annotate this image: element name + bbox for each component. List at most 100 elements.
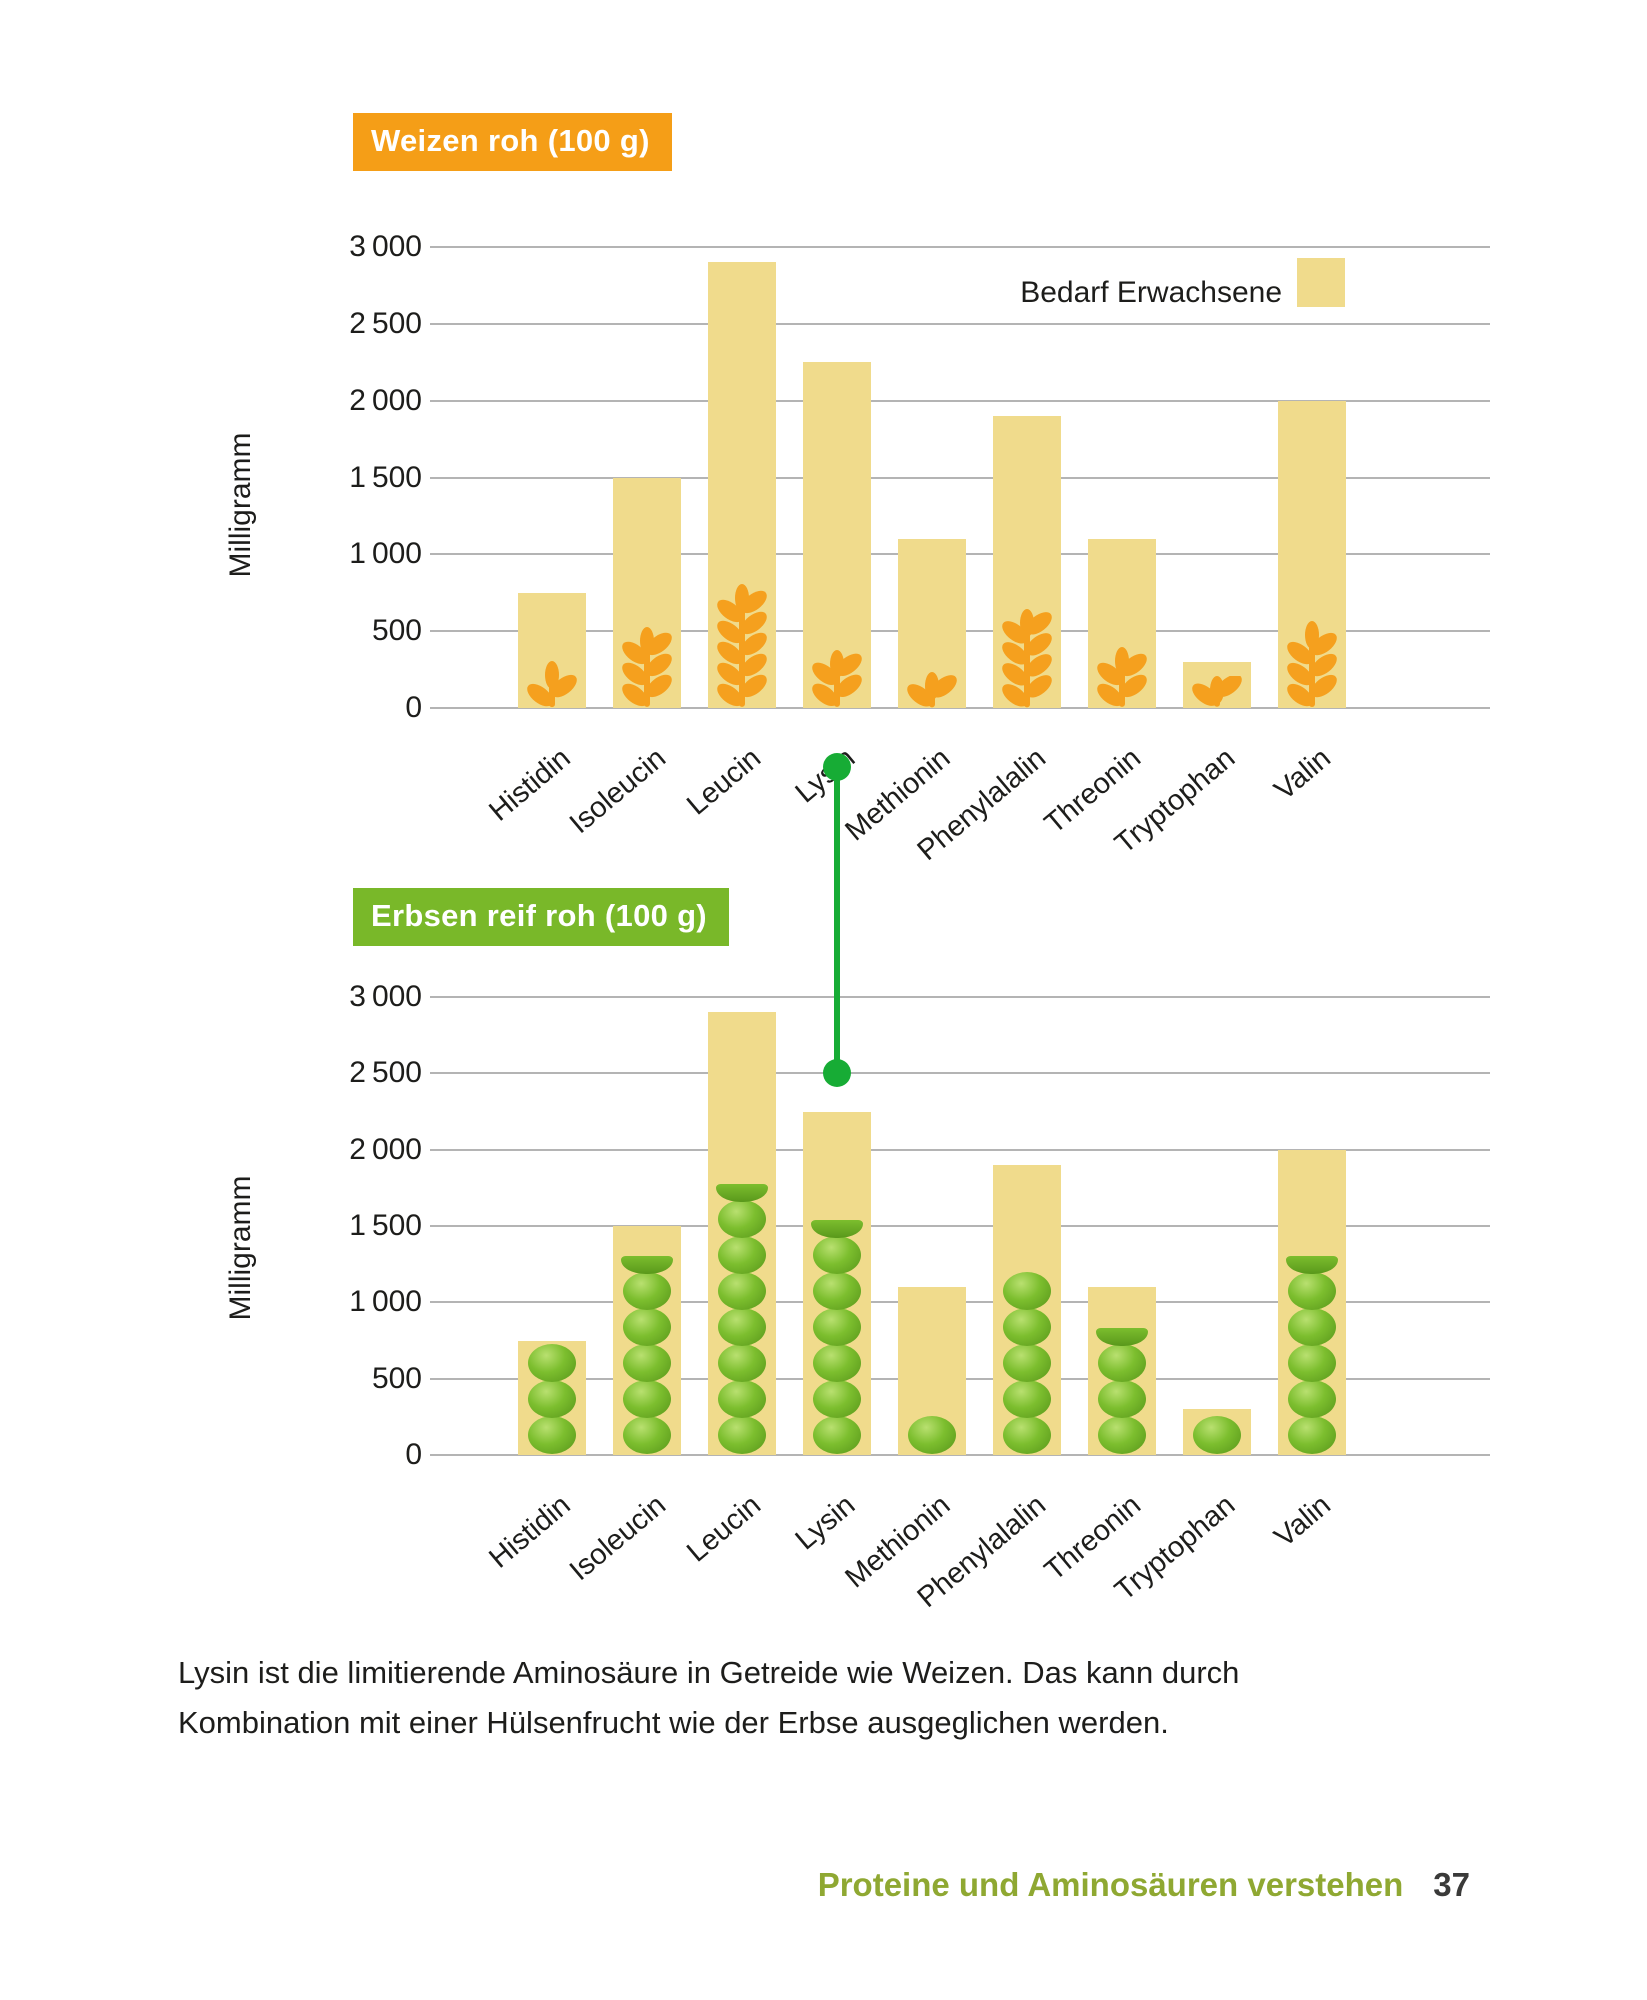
x-label-tryptophan: Tryptophan [1109, 1489, 1242, 1608]
pea [813, 1380, 861, 1418]
bar-methionin [898, 1287, 966, 1455]
wheat-ear-valin [1274, 620, 1350, 713]
pea [528, 1380, 576, 1418]
y-tick-1000: 1 000 [349, 1285, 422, 1319]
pea [718, 1236, 766, 1274]
bar-tryptophan [1183, 1409, 1251, 1455]
pea [623, 1344, 671, 1382]
bar-isoleucin [613, 477, 681, 708]
pea [623, 1308, 671, 1346]
pea [1098, 1344, 1146, 1382]
y-tick-0: 0 [405, 1438, 422, 1471]
pea [1193, 1416, 1241, 1454]
gridline-1500 [430, 476, 1490, 479]
gridline-0 [430, 707, 1490, 709]
pea [718, 1344, 766, 1382]
pea [1098, 1380, 1146, 1418]
x-label-methionin: Methionin [839, 1489, 957, 1595]
y-tick-2000: 2 000 [349, 383, 422, 417]
pea [1288, 1380, 1336, 1418]
pea [528, 1416, 576, 1454]
pea [1288, 1344, 1336, 1382]
bar-leucin [708, 1012, 776, 1455]
gridline-2500 [430, 1072, 1490, 1075]
gridline-3000 [430, 246, 1490, 248]
gridline-0 [430, 1454, 1490, 1456]
pea-half [811, 1220, 863, 1238]
bar-phenylalalin [993, 1164, 1061, 1455]
pea [813, 1236, 861, 1274]
x-label-histidin: Histidin [483, 1489, 577, 1575]
footer-page-number: 37 [1433, 1866, 1470, 1903]
caption: Lysin ist die limitierende Aminosäure in… [178, 1648, 1239, 1748]
x-label-leucin: Leucin [680, 1489, 767, 1569]
pea [813, 1344, 861, 1382]
pea [623, 1272, 671, 1310]
peas-chart-title: Erbsen reif roh (100 g) [353, 888, 729, 946]
x-label-histidin: Histidin [483, 742, 577, 828]
pea [1003, 1308, 1051, 1346]
pea [623, 1416, 671, 1454]
y-tick-1000: 1 000 [349, 537, 422, 571]
legend-swatch [1297, 258, 1345, 307]
pea [1003, 1344, 1051, 1382]
lysin-connector-line [834, 767, 840, 1074]
lysin-connector-dot-top [823, 753, 851, 781]
caption-line-2: Kombination mit einer Hülsenfrucht wie d… [178, 1705, 1169, 1740]
gridline-1000 [430, 553, 1490, 556]
x-label-phenylalalin: Phenylalalin [911, 742, 1052, 868]
pea [718, 1272, 766, 1310]
gridline-3000 [430, 996, 1490, 998]
y-tick-0: 0 [405, 691, 422, 724]
y-tick-500: 500 [371, 1361, 422, 1395]
pea [1288, 1272, 1336, 1310]
pea [813, 1308, 861, 1346]
pea [1003, 1416, 1051, 1454]
pea [1003, 1272, 1051, 1310]
y-tick-1500: 1 500 [349, 1209, 422, 1242]
x-label-isoleucin: Isoleucin [563, 1489, 672, 1588]
wheat-y-axis-label: Milligramm [224, 432, 257, 578]
x-label-threonin: Threonin [1038, 1489, 1147, 1588]
gridline-2000 [430, 1148, 1490, 1151]
bar-isoleucin [613, 1226, 681, 1455]
gridline-2500 [430, 322, 1490, 325]
wheat-ear-histidin [514, 660, 590, 713]
x-label-valin: Valin [1268, 742, 1337, 807]
bar-threonin [1088, 1287, 1156, 1455]
pea [718, 1308, 766, 1346]
pea [718, 1416, 766, 1454]
pea [528, 1344, 576, 1382]
pea [813, 1272, 861, 1310]
gridline-2000 [430, 399, 1490, 402]
y-tick-500: 500 [371, 614, 422, 648]
bar-lysin [803, 362, 871, 708]
x-label-threonin: Threonin [1038, 742, 1147, 841]
wheat-ear-leucin [704, 584, 780, 712]
caption-line-1: Lysin ist die limitierende Aminosäure in… [178, 1655, 1240, 1690]
pea-half [621, 1256, 673, 1274]
pea [623, 1380, 671, 1418]
x-label-valin: Valin [1268, 1489, 1337, 1554]
bar-tryptophan [1183, 661, 1251, 708]
x-label-tryptophan: Tryptophan [1109, 742, 1242, 861]
pea [1288, 1308, 1336, 1346]
bar-methionin [898, 538, 966, 708]
footer-title: Proteine und Aminosäuren verstehen [817, 1866, 1404, 1903]
lysin-connector-dot-bottom [823, 1059, 851, 1088]
y-tick-3000: 3 000 [349, 980, 422, 1013]
gridline-1000 [430, 1301, 1490, 1304]
pea [1098, 1416, 1146, 1454]
y-tick-2000: 2 000 [349, 1132, 422, 1166]
bar-phenylalalin [993, 416, 1061, 708]
bar-valin [1278, 1149, 1346, 1455]
bar-leucin [708, 262, 776, 708]
wheat-ear-isoleucin [609, 627, 685, 712]
x-label-isoleucin: Isoleucin [563, 742, 672, 841]
pea [718, 1380, 766, 1418]
y-tick-3000: 3 000 [349, 230, 422, 263]
wheat-chart-title: Weizen roh (100 g) [353, 113, 672, 171]
gridline-500 [430, 630, 1490, 633]
bar-lysin [803, 1111, 871, 1455]
